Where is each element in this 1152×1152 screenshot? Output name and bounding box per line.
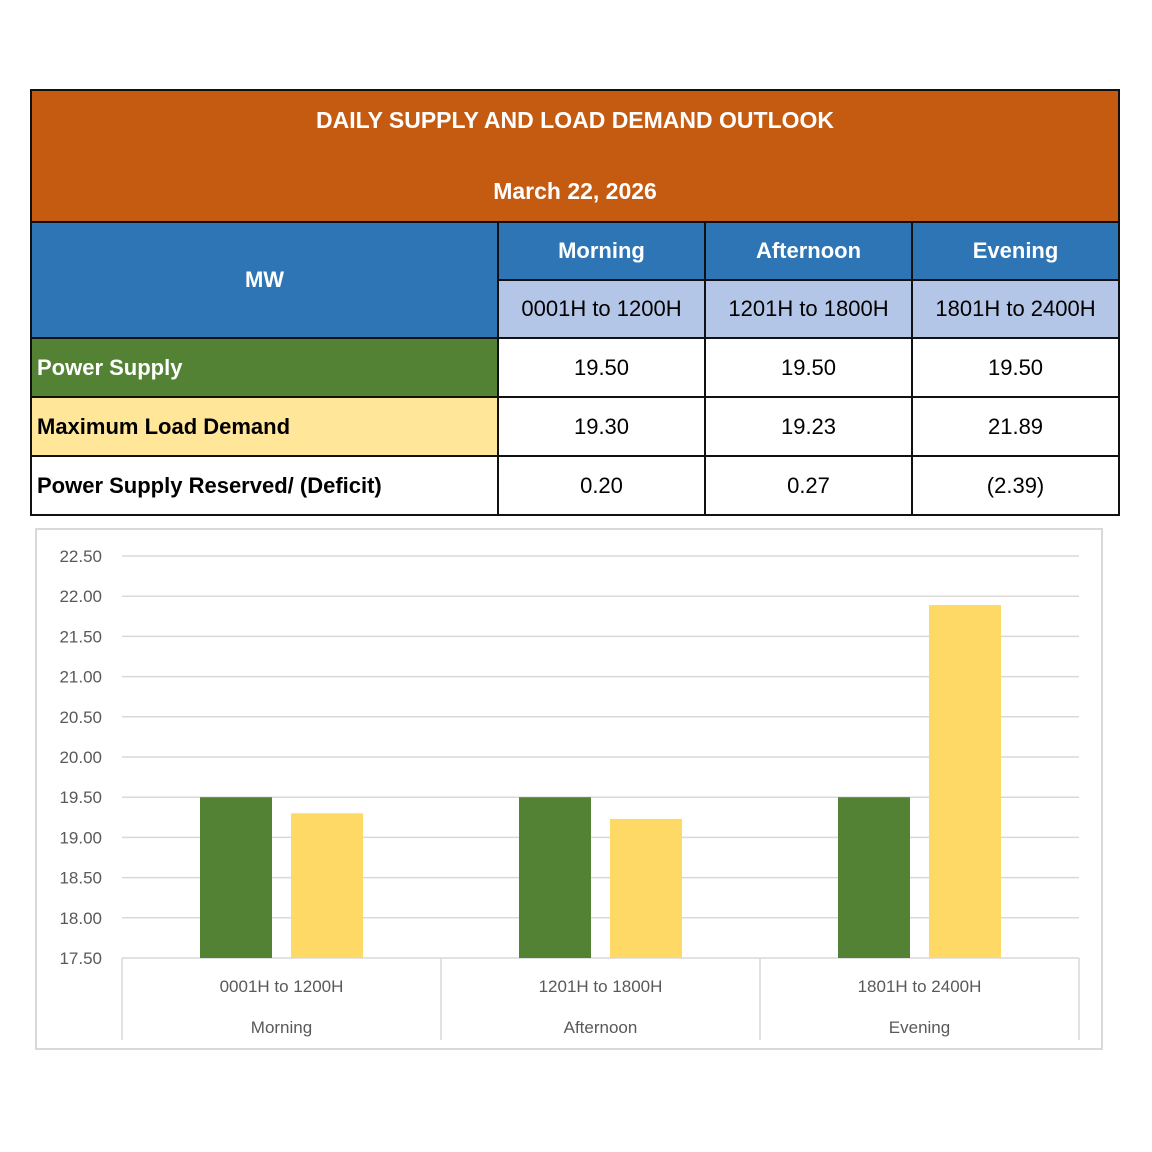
y-tick-label: 18.50 xyxy=(59,869,102,888)
period-morning: Morning xyxy=(497,221,706,281)
table-row: Maximum Load Demand 19.30 19.23 21.89 xyxy=(30,396,1121,457)
y-tick-label: 21.00 xyxy=(59,668,102,687)
y-tick-label: 22.50 xyxy=(59,547,102,566)
y-tick-label: 19.50 xyxy=(59,788,102,807)
table-date: March 22, 2026 xyxy=(493,178,657,204)
value-cell: 19.50 xyxy=(497,337,706,398)
x-group-label: Evening xyxy=(889,1018,950,1037)
bar xyxy=(838,797,910,958)
y-tick-label: 22.00 xyxy=(59,587,102,606)
unit-label: MW xyxy=(30,221,499,339)
period-afternoon: Afternoon xyxy=(704,221,913,281)
x-group-label: Morning xyxy=(251,1018,312,1037)
table-banner: DAILY SUPPLY AND LOAD DEMAND OUTLOOK Mar… xyxy=(29,89,1121,223)
value-cell: (2.39) xyxy=(910,455,1121,516)
x-tick-label: 1201H to 1800H xyxy=(539,977,663,996)
y-tick-label: 20.00 xyxy=(59,748,102,767)
y-tick-label: 20.50 xyxy=(59,708,102,727)
x-tick-label: 0001H to 1200H xyxy=(220,977,344,996)
y-tick-label: 19.00 xyxy=(59,828,102,847)
bar xyxy=(519,797,591,958)
row-label-power-supply: Power Supply xyxy=(30,337,499,398)
y-tick-label: 21.50 xyxy=(59,627,102,646)
row-label-max-load-demand: Maximum Load Demand xyxy=(30,396,499,457)
outlook-table: DAILY SUPPLY AND LOAD DEMAND OUTLOOK Mar… xyxy=(29,89,1121,516)
x-group-label: Afternoon xyxy=(564,1018,638,1037)
value-cell: 21.89 xyxy=(910,396,1121,457)
bar-chart: 17.50 18.00 18.50 19.00 19.50 20.00 20.50 21.00… xyxy=(35,528,1103,1050)
range-afternoon: 1201H to 1800H xyxy=(704,279,913,339)
period-evening: Evening xyxy=(910,221,1121,281)
table-row: Power Supply Reserved/ (Deficit) 0.20 0.… xyxy=(30,455,1121,516)
bar xyxy=(291,813,363,958)
value-cell: 19.30 xyxy=(497,396,706,457)
value-cell: 19.50 xyxy=(704,337,913,398)
x-tick-label: 1801H to 2400H xyxy=(858,977,982,996)
y-tick-label: 17.50 xyxy=(59,949,102,968)
table-row: Power Supply 19.50 19.50 19.50 xyxy=(30,337,1121,398)
bar xyxy=(200,797,272,958)
bar xyxy=(610,818,682,958)
row-label-reserve-deficit: Power Supply Reserved/ (Deficit) xyxy=(30,455,499,516)
table-title: DAILY SUPPLY AND LOAD DEMAND OUTLOOK xyxy=(316,107,835,133)
value-cell: 19.50 xyxy=(910,337,1121,398)
value-cell: 19.23 xyxy=(704,396,913,457)
value-cell: 0.27 xyxy=(704,455,913,516)
chart-canvas: 17.50 18.00 18.50 19.00 19.50 20.00 20.50 21.00… xyxy=(59,547,1080,1040)
value-cell: 0.20 xyxy=(497,455,706,516)
range-morning: 0001H to 1200H xyxy=(497,279,706,339)
bar xyxy=(929,605,1001,958)
range-evening: 1801H to 2400H xyxy=(910,279,1121,339)
y-tick-label: 18.00 xyxy=(59,909,102,928)
